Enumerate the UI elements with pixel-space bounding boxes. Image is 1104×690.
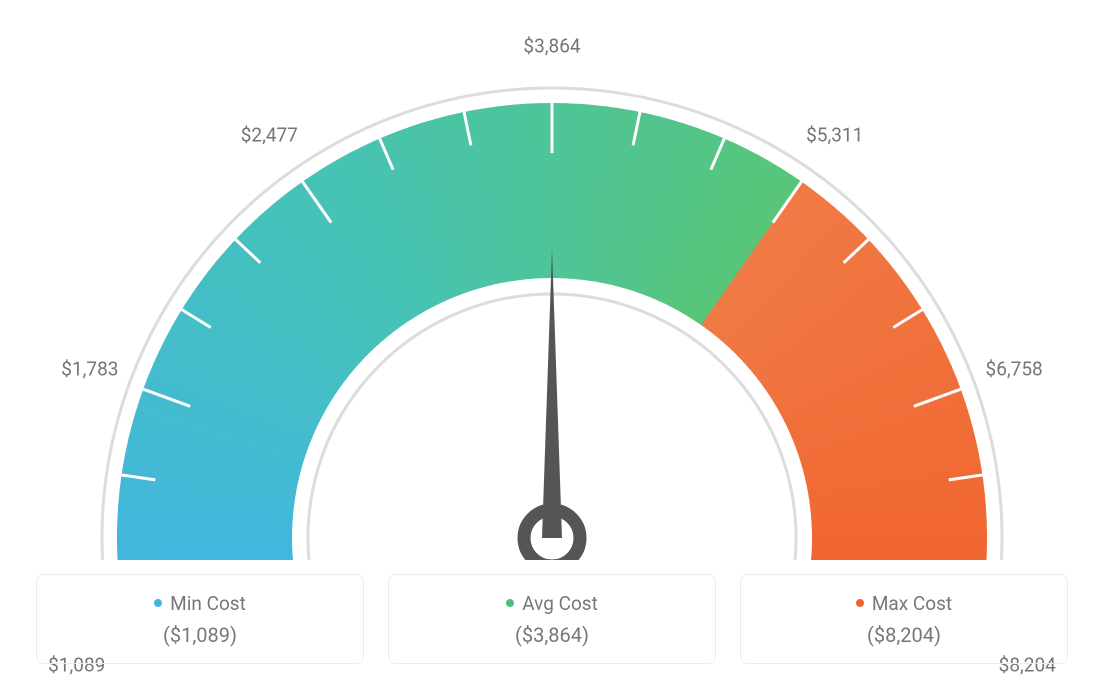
legend-max-card: Max Cost ($8,204) [740,574,1068,664]
gauge-tick-label: $1,783 [61,358,118,381]
gauge-tick-label: $6,758 [986,358,1043,381]
legend-min-title: Min Cost [154,592,246,615]
legend-max-title: Max Cost [856,592,952,615]
legend-min-amount: ($1,089) [163,623,237,647]
gauge-tick-label: $3,864 [523,35,580,58]
gauge-svg [0,0,1104,560]
legend-avg-title: Avg Cost [506,592,598,615]
gauge-tick-label: $2,477 [241,124,298,147]
legend-avg-card: Avg Cost ($3,864) [388,574,716,664]
gauge-tick-label: $5,311 [806,124,863,147]
legend-min-label: Min Cost [170,592,246,615]
legend-max-label: Max Cost [872,592,952,615]
legend-min-card: Min Cost ($1,089) [36,574,364,664]
legend-avg-dot [506,599,514,607]
legend-max-amount: ($8,204) [867,623,941,647]
legend-row: Min Cost ($1,089) Avg Cost ($3,864) Max … [36,574,1068,664]
gauge-chart: $1,089$1,783$2,477$3,864$5,311$6,758$8,2… [0,0,1104,560]
legend-max-dot [856,599,864,607]
legend-min-dot [154,599,162,607]
legend-avg-amount: ($3,864) [515,623,589,647]
legend-avg-label: Avg Cost [522,592,598,615]
